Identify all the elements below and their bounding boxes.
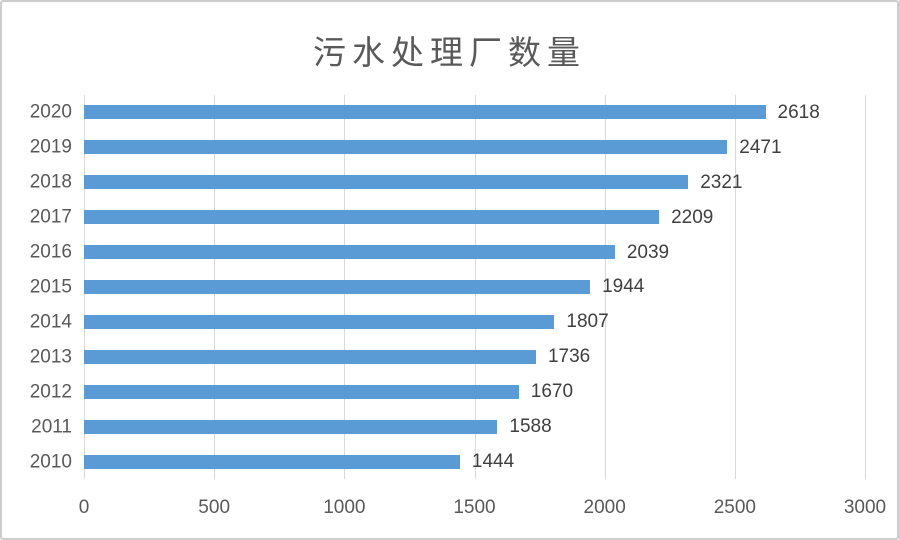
bar-2012: [84, 384, 519, 399]
y-tick-label-2015: 2015: [29, 276, 72, 298]
bar-row-2014: 1807: [84, 304, 865, 339]
bar-row-2013: 1736: [84, 339, 865, 374]
x-axis: 0 500 1000 1500 2000 2500 3000: [79, 479, 886, 524]
data-label-2017: 2209: [671, 206, 714, 228]
y-tick-label-2019: 2019: [29, 136, 72, 158]
bar-2010: [84, 454, 460, 469]
data-label-2014: 1807: [566, 311, 609, 333]
x-tick-label-2500: 2500: [713, 497, 756, 518]
data-label-2020: 2618: [777, 101, 820, 123]
bar-2017: [84, 210, 660, 225]
bar-2019: [84, 140, 728, 155]
bar-row-2019: 2471: [84, 130, 865, 165]
bar-2015: [84, 279, 591, 294]
y-tick-label-2011: 2011: [31, 416, 72, 438]
x-tick-label-1000: 1000: [323, 497, 366, 518]
y-tick-label-2013: 2013: [29, 346, 72, 368]
bar-2016: [84, 245, 615, 260]
y-tick-label-2020: 2020: [29, 101, 72, 123]
chart-title: 污水处理厂数量: [313, 36, 586, 72]
x-tick-label-0: 0: [78, 497, 90, 518]
x-tick-label-2000: 2000: [583, 497, 626, 518]
y-tick-label-2010: 2010: [29, 451, 72, 473]
bar-2014: [84, 314, 555, 329]
bar-2013: [84, 349, 536, 364]
bar-row-2017: 2209: [84, 200, 865, 235]
bar-row-2018: 2321: [84, 165, 865, 200]
data-label-2018: 2321: [700, 171, 743, 193]
gridline: [865, 95, 866, 479]
y-tick-label-2012: 2012: [29, 381, 72, 403]
bar-2020: [84, 105, 766, 120]
bar-series: 2618 2471 2321 2209 2039 1944 1807 1736 1670 1588…: [84, 95, 865, 479]
y-tick-label-2018: 2018: [29, 171, 72, 193]
bar-row-2011: 1588: [84, 409, 865, 444]
bar-2011: [84, 419, 498, 434]
y-tick-label-2017: 2017: [29, 206, 72, 228]
y-tick-label-2014: 2014: [29, 311, 72, 333]
data-label-2016: 2039: [626, 241, 670, 263]
bar-row-2012: 1670: [84, 374, 865, 409]
bar-row-2016: 2039: [84, 235, 865, 270]
bar-row-2020: 2618: [84, 95, 865, 130]
data-label-2019: 2471: [739, 136, 782, 158]
bar-row-2015: 1944: [84, 270, 865, 305]
x-tick-label-1500: 1500: [453, 497, 496, 518]
data-label-2012: 1670: [530, 381, 574, 403]
data-label-2010: 1444: [471, 451, 515, 473]
x-tick-label-500: 500: [198, 497, 231, 518]
x-tick-label-3000: 3000: [843, 497, 887, 518]
plot-area: 2618 2471 2321 2209 2039 1944 1807 1736 1670 1588…: [84, 95, 866, 479]
data-label-2013: 1736: [547, 346, 591, 368]
y-axis: 2020 2019 2018 2017 2016 2015 2014 2013 2012 2011…: [2, 95, 72, 479]
bar-row-2010: 1444: [84, 444, 865, 479]
data-label-2015: 1944: [602, 276, 645, 298]
data-label-2011: 1588: [509, 416, 552, 438]
y-tick-label-2016: 2016: [29, 241, 72, 263]
bar-2018: [84, 175, 689, 190]
